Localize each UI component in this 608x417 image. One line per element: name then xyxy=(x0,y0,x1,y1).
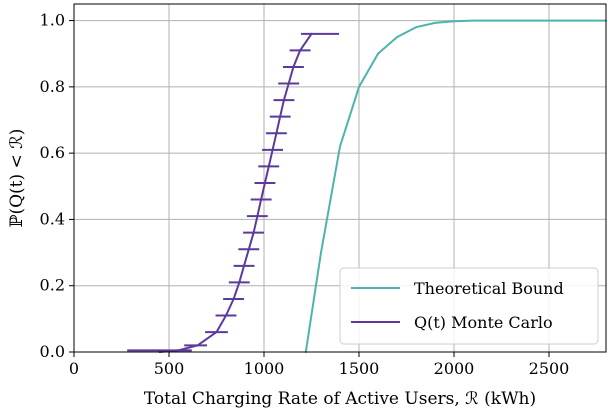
y-tick-label: 1.0 xyxy=(40,11,65,30)
x-tick-label: 1500 xyxy=(339,359,380,378)
x-axis-label: Total Charging Rate of Active Users, ℛ (… xyxy=(144,389,536,409)
legend-label-monte-carlo: Q(t) Monte Carlo xyxy=(414,313,553,332)
x-tick-label: 0 xyxy=(69,359,79,378)
axis-ticks: 0 500 1000 1500 2000 2500 0.0 0.2 0.4 0.6 0.8 1.0 xyxy=(40,11,570,378)
legend: Theoretical Bound Q(t) Monte Carlo xyxy=(339,267,599,345)
y-tick-label: 0.0 xyxy=(40,342,65,361)
x-tick-label: 2500 xyxy=(529,359,570,378)
series-line-theoretical-bound xyxy=(304,19,607,353)
y-tick-label: 0.8 xyxy=(40,77,65,96)
legend-box xyxy=(339,267,599,345)
y-axis-label: ℙ(Q(t) < ℛ) xyxy=(7,129,27,228)
x-tick-label: 1000 xyxy=(244,359,285,378)
x-tick-label: 2000 xyxy=(434,359,475,378)
plot-frame xyxy=(73,3,607,353)
x-tick-label: 500 xyxy=(154,359,185,378)
series-line-monte-carlo xyxy=(158,32,313,353)
y-tick-label: 0.6 xyxy=(40,143,65,162)
y-tick-label: 0.2 xyxy=(40,276,65,295)
legend-label-theoretical-bound: Theoretical Bound xyxy=(414,279,564,298)
y-tick-label: 0.4 xyxy=(40,209,65,228)
series-group xyxy=(127,19,607,353)
